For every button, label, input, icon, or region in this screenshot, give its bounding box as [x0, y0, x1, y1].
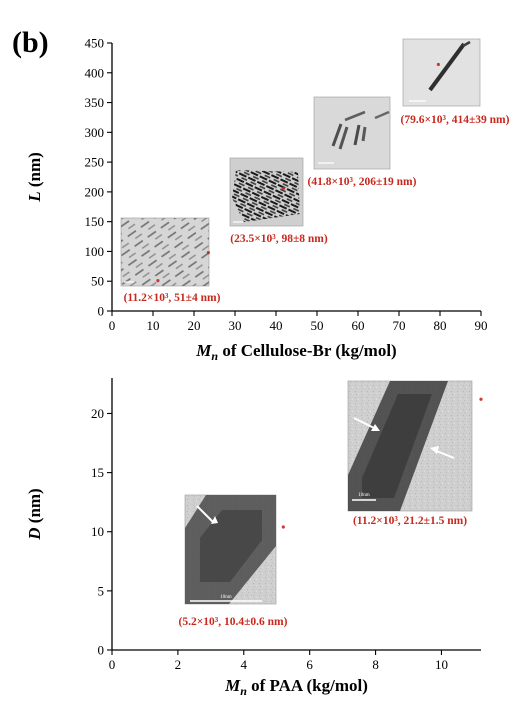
y-tick-label: 10	[91, 524, 104, 539]
x-tick-label: 70	[393, 318, 406, 333]
top-ticks: 0 10 20 30 40 50 60 70 80 90 0 50 100 150 200 250 300 350…	[85, 36, 488, 334]
bottom-axes	[111, 378, 481, 651]
top-axes	[111, 43, 481, 312]
tem-inset-1	[120, 217, 210, 287]
data-point	[281, 525, 285, 529]
x-tick-label: 4	[241, 657, 248, 672]
bottom-ticks: 0 2 4 6 8 10 0 5 10 15 20	[91, 406, 448, 672]
y-tick-label: 250	[85, 155, 105, 170]
bottom-data-points	[281, 397, 483, 529]
tem-inset-2	[229, 157, 304, 227]
x-tick-label: 0	[109, 657, 116, 672]
data-label: (41.8×10³, 206±19 nm)	[308, 176, 417, 188]
x-tick-label: 10	[435, 657, 448, 672]
x-tick-label: 8	[372, 657, 379, 672]
top-data-labels: (11.2×10³, 51±4 nm) (23.5×10³, 98±8 nm) (4…	[124, 114, 510, 304]
y-tick-label: 350	[85, 95, 105, 110]
tem-inset-3	[313, 96, 391, 170]
bottom-data-labels: (5.2×10³, 10.4±0.6 nm) (11.2×10³, 21.2±1.…	[179, 515, 468, 628]
bottom-y-axis-title: D (nm)	[25, 488, 44, 540]
y-tick-label: 200	[85, 184, 105, 199]
y-tick-label: 0	[98, 304, 105, 319]
y-tick-label: 50	[91, 274, 104, 289]
data-label: (11.2×10³, 21.2±1.5 nm)	[353, 515, 467, 527]
x-tick-label: 40	[270, 318, 283, 333]
x-tick-label: 20	[188, 318, 201, 333]
chart-top-length-vs-mn: 0 10 20 30 40 50 60 70 80 90 0 50 100 150 200 250 300 350…	[25, 36, 510, 361]
bottom-x-axis-title: Mn of PAA (kg/mol)	[224, 676, 368, 698]
tem-inset-paa-11k: 10nm	[347, 380, 473, 512]
y-tick-label: 0	[98, 643, 105, 658]
top-tem-insets	[120, 38, 481, 287]
data-label: (23.5×10³, 98±8 nm)	[230, 233, 328, 245]
y-tick-label: 20	[91, 406, 104, 421]
x-tick-label: 50	[311, 318, 324, 333]
data-label: (5.2×10³, 10.4±0.6 nm)	[179, 616, 288, 628]
x-tick-label: 80	[434, 318, 447, 333]
data-point	[479, 397, 483, 401]
scale-bar-label-b: 10nm	[358, 493, 370, 498]
y-tick-label: 15	[91, 465, 104, 480]
scale-bar-label-a: 10nm	[220, 595, 232, 600]
top-y-axis-title: L (nm)	[25, 152, 44, 203]
x-tick-label: 2	[175, 657, 182, 672]
top-data-points	[156, 62, 440, 283]
tem-inset-paa-5k: 10nm	[184, 494, 297, 605]
y-tick-label: 450	[85, 36, 105, 51]
data-point	[436, 62, 440, 67]
data-label: (11.2×10³, 51±4 nm)	[124, 292, 221, 304]
y-tick-label: 5	[98, 583, 105, 598]
x-tick-label: 6	[306, 657, 313, 672]
panel-label: (b)	[12, 26, 49, 59]
x-tick-label: 30	[229, 318, 242, 333]
tem-inset-4	[402, 38, 481, 107]
data-label: (79.6×10³, 414±39 nm)	[401, 114, 510, 126]
y-tick-label: 100	[85, 244, 105, 259]
x-tick-label: 60	[352, 318, 365, 333]
data-point	[156, 279, 160, 283]
bottom-tem-insets: 10nm 10nm	[184, 380, 473, 605]
x-tick-label: 0	[109, 318, 116, 333]
data-point	[281, 186, 285, 190]
data-point	[206, 251, 210, 255]
x-tick-label: 10	[147, 318, 160, 333]
x-tick-label: 90	[475, 318, 488, 333]
y-tick-label: 400	[85, 65, 105, 80]
top-x-axis-title: Mn of Cellulose-Br (kg/mol)	[195, 341, 396, 360]
y-tick-label: 300	[85, 125, 105, 140]
y-tick-label: 150	[85, 214, 105, 229]
